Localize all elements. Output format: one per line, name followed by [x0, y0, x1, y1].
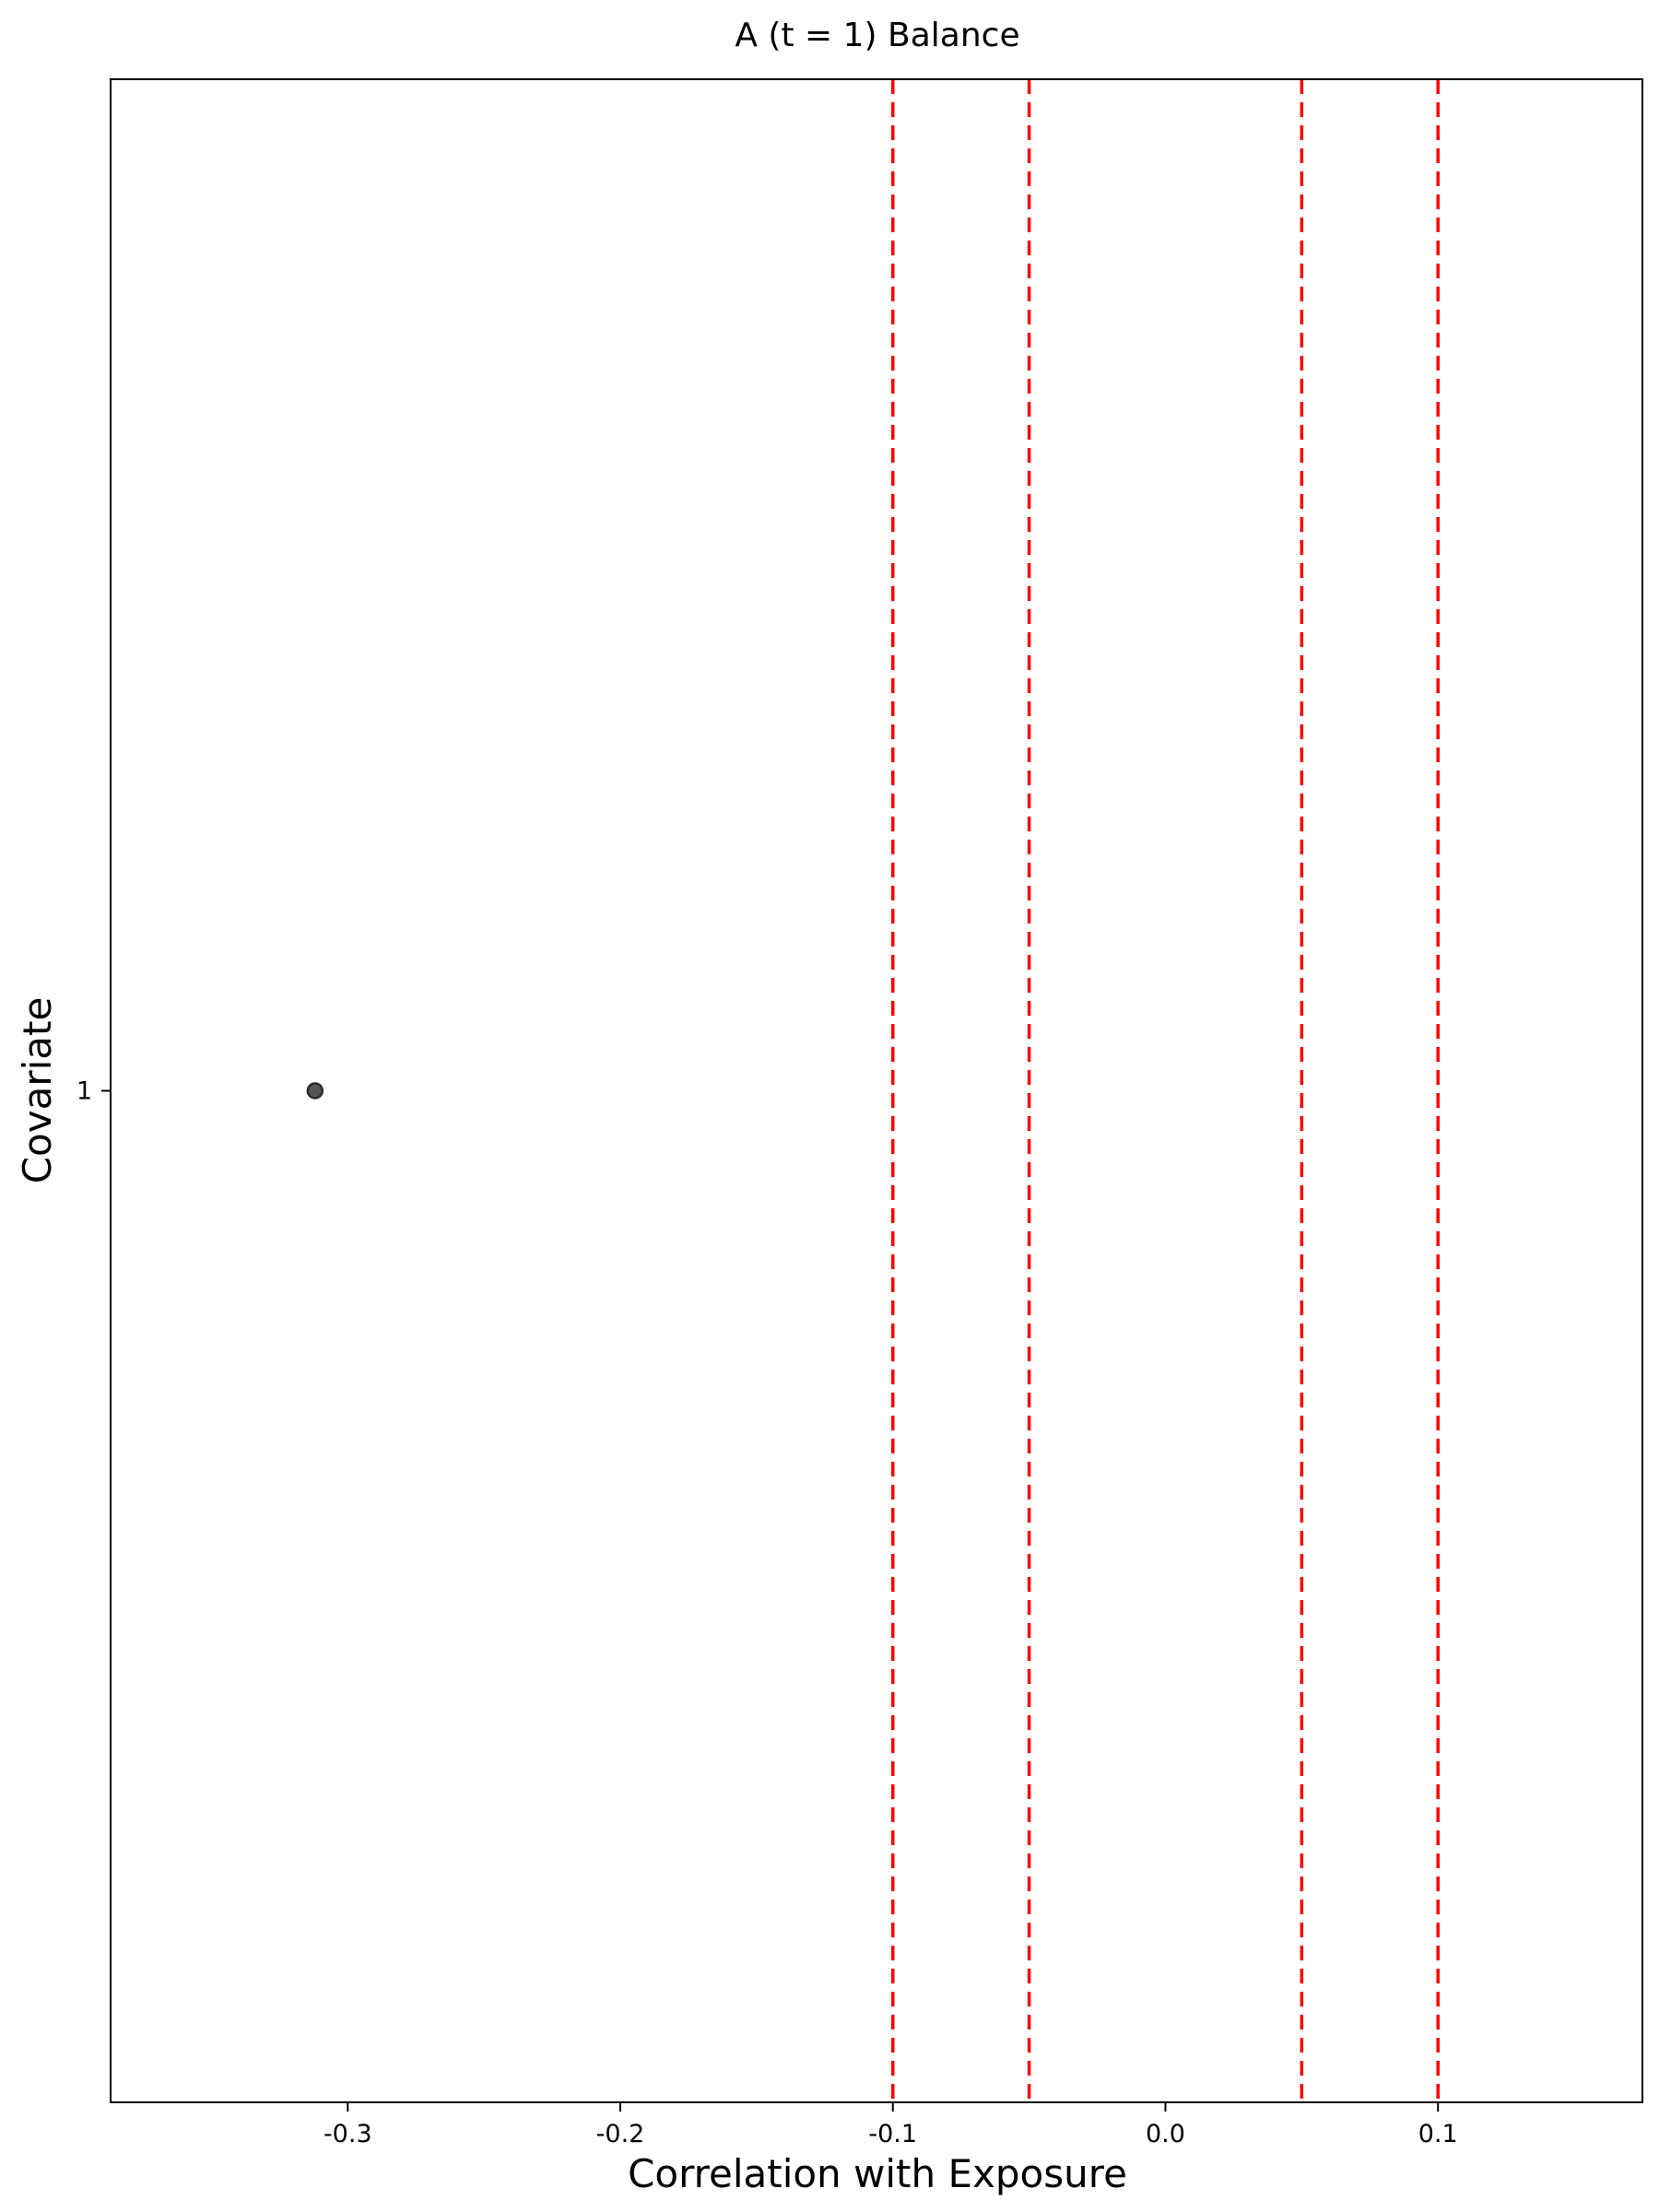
chart-title: A (t = 1) Balance	[735, 17, 1019, 54]
data-point-0	[308, 1084, 323, 1099]
x-tick-label-4: 0.1	[1418, 2120, 1458, 2148]
x-tick-label-0: -0.3	[324, 2120, 372, 2148]
x-tick-label-2: -0.1	[868, 2120, 917, 2148]
x-tick-label-1: -0.2	[596, 2120, 645, 2148]
y-tick-label-0: 1	[76, 1077, 92, 1106]
x-axis-label: Correlation with Exposure	[628, 2151, 1127, 2196]
x-tick-label-3: 0.0	[1146, 2120, 1185, 2148]
y-axis-label: Covariate	[15, 997, 60, 1184]
